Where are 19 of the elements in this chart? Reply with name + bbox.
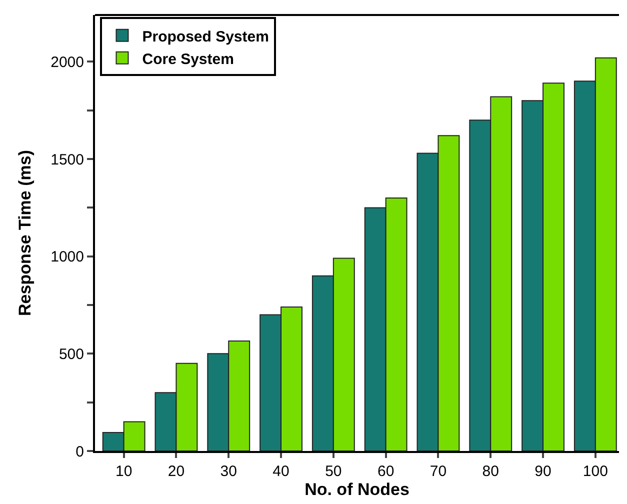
x-tick-label: 100 — [582, 463, 608, 480]
x-tick-label: 50 — [325, 463, 342, 480]
legend-label: Proposed System — [142, 28, 269, 46]
x-tick-label: 40 — [272, 463, 290, 480]
x-tick-label: 60 — [377, 463, 394, 480]
x-tick-label: 20 — [168, 463, 185, 480]
legend-label: Core System — [142, 50, 234, 68]
y-axis-title: Response Time (ms) — [16, 150, 35, 316]
x-tick-label: 90 — [534, 463, 552, 480]
x-tick-label: 10 — [115, 463, 132, 480]
y-tick-label: 1500 — [50, 151, 84, 168]
x-tick-label: 70 — [430, 463, 447, 480]
x-axis-title: No. of Nodes — [304, 480, 410, 499]
y-tick-label: 1000 — [50, 248, 84, 266]
x-tick-label: 80 — [482, 463, 499, 480]
y-tick-label: 500 — [58, 346, 84, 363]
x-tick-label: 30 — [220, 463, 237, 480]
y-tick-label: 0 — [76, 443, 84, 460]
y-tick-label: 2000 — [50, 54, 84, 71]
